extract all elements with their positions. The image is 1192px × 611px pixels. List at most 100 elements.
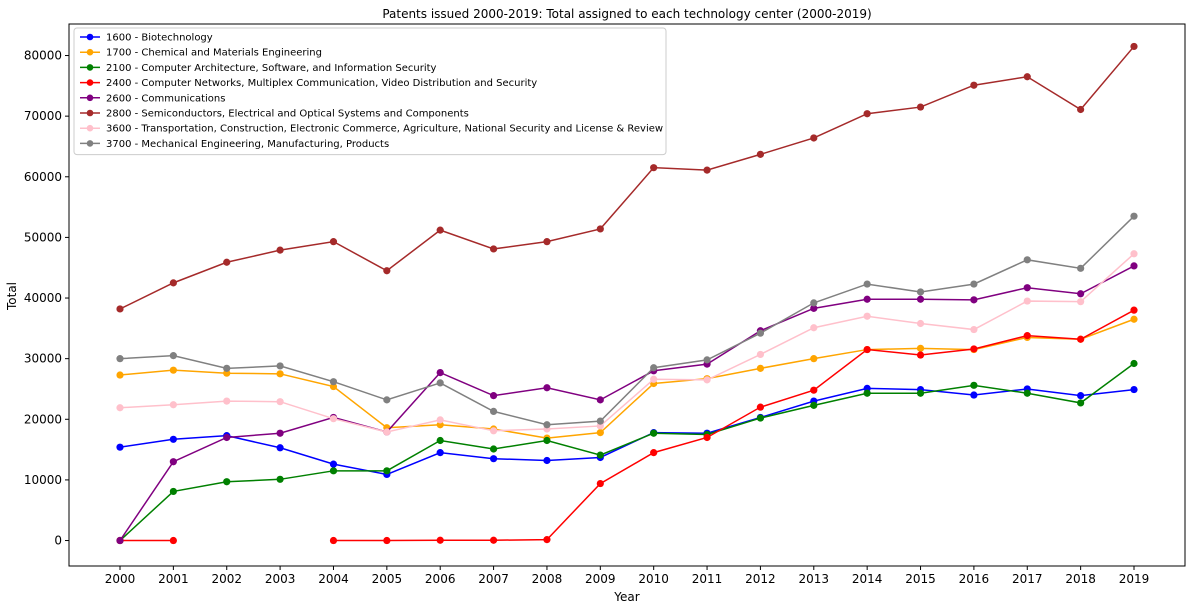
series-0 (116, 385, 1137, 478)
data-point (277, 398, 284, 405)
series-2 (116, 360, 1137, 544)
data-point (490, 245, 497, 252)
x-tick-label: 2012 (745, 572, 776, 586)
x-tick-label: 2015 (905, 572, 936, 586)
x-tick-label: 2014 (852, 572, 883, 586)
legend-label: 3600 - Transportation, Construction, Ele… (106, 124, 663, 135)
legend-item: 2100 - Computer Architecture, Software, … (80, 63, 437, 74)
data-point (1077, 265, 1084, 272)
data-point (1130, 43, 1137, 50)
data-point (703, 376, 710, 383)
data-point (864, 280, 871, 287)
x-tick-label: 2019 (1119, 572, 1150, 586)
data-point (757, 330, 764, 337)
data-point (864, 390, 871, 397)
data-point (864, 313, 871, 320)
data-point (170, 352, 177, 359)
x-tick-label: 2017 (1012, 572, 1043, 586)
data-point (864, 346, 871, 353)
data-point (1077, 336, 1084, 343)
legend-marker (87, 125, 94, 132)
series-7 (116, 213, 1137, 429)
x-tick-label: 2009 (585, 572, 616, 586)
data-point (330, 467, 337, 474)
data-point (543, 384, 550, 391)
x-tick-label: 2007 (478, 572, 509, 586)
data-point (277, 444, 284, 451)
data-point (277, 430, 284, 437)
data-point (116, 371, 123, 378)
data-point (597, 451, 604, 458)
x-tick-label: 2001 (158, 572, 189, 586)
legend-label: 1700 - Chemical and Materials Engineerin… (106, 48, 322, 59)
data-point (383, 467, 390, 474)
legend-marker (87, 34, 94, 41)
data-point (383, 267, 390, 274)
legend-marker (87, 79, 94, 86)
data-point (277, 476, 284, 483)
data-point (490, 445, 497, 452)
legend: 1600 - Biotechnology 1700 - Chemical and … (74, 28, 666, 155)
x-tick-label: 2004 (318, 572, 349, 586)
data-point (170, 279, 177, 286)
data-point (917, 103, 924, 110)
data-point (170, 401, 177, 408)
data-point (437, 379, 444, 386)
data-point (223, 478, 230, 485)
data-point (970, 391, 977, 398)
data-point (810, 299, 817, 306)
data-point (437, 416, 444, 423)
data-point (703, 356, 710, 363)
data-point (810, 402, 817, 409)
y-tick-label: 80000 (24, 49, 62, 63)
data-point (383, 428, 390, 435)
data-point (1024, 73, 1031, 80)
data-point (490, 455, 497, 462)
legend-label: 2100 - Computer Architecture, Software, … (106, 63, 437, 74)
data-point (597, 429, 604, 436)
legend-label: 1600 - Biotechnology (106, 33, 213, 44)
legend-marker (87, 64, 94, 71)
data-point (1077, 392, 1084, 399)
data-point (330, 461, 337, 468)
data-point (383, 396, 390, 403)
data-point (116, 355, 123, 362)
legend-item: 3700 - Mechanical Engineering, Manufactu… (80, 139, 389, 150)
data-point (490, 392, 497, 399)
legend-label: 2400 - Computer Networks, Multiplex Comm… (106, 78, 537, 89)
series-line (120, 364, 1134, 541)
legend-label: 2800 - Semiconductors, Electrical and Op… (106, 109, 469, 120)
y-tick-label: 0 (54, 534, 62, 548)
data-point (1024, 256, 1031, 263)
data-point (1130, 316, 1137, 323)
data-point (223, 397, 230, 404)
data-point (1024, 332, 1031, 339)
data-point (170, 436, 177, 443)
data-point (223, 259, 230, 266)
data-point (490, 408, 497, 415)
data-point (277, 362, 284, 369)
data-point (437, 369, 444, 376)
data-point (703, 167, 710, 174)
legend-marker (87, 140, 94, 147)
data-point (650, 430, 657, 437)
data-point (810, 134, 817, 141)
legend-item: 2400 - Computer Networks, Multiplex Comm… (80, 78, 537, 89)
data-point (597, 480, 604, 487)
legend-marker (87, 49, 94, 56)
data-point (543, 437, 550, 444)
data-point (757, 351, 764, 358)
data-point (437, 227, 444, 234)
data-point (1130, 250, 1137, 257)
data-point (1130, 307, 1137, 314)
data-point (650, 449, 657, 456)
series-3 (116, 307, 1137, 545)
x-tick-label: 2005 (372, 572, 403, 586)
data-point (170, 458, 177, 465)
data-point (757, 404, 764, 411)
x-tick-label: 2003 (265, 572, 296, 586)
data-point (970, 296, 977, 303)
data-point (543, 238, 550, 245)
data-point (170, 367, 177, 374)
x-tick-label: 2006 (425, 572, 456, 586)
